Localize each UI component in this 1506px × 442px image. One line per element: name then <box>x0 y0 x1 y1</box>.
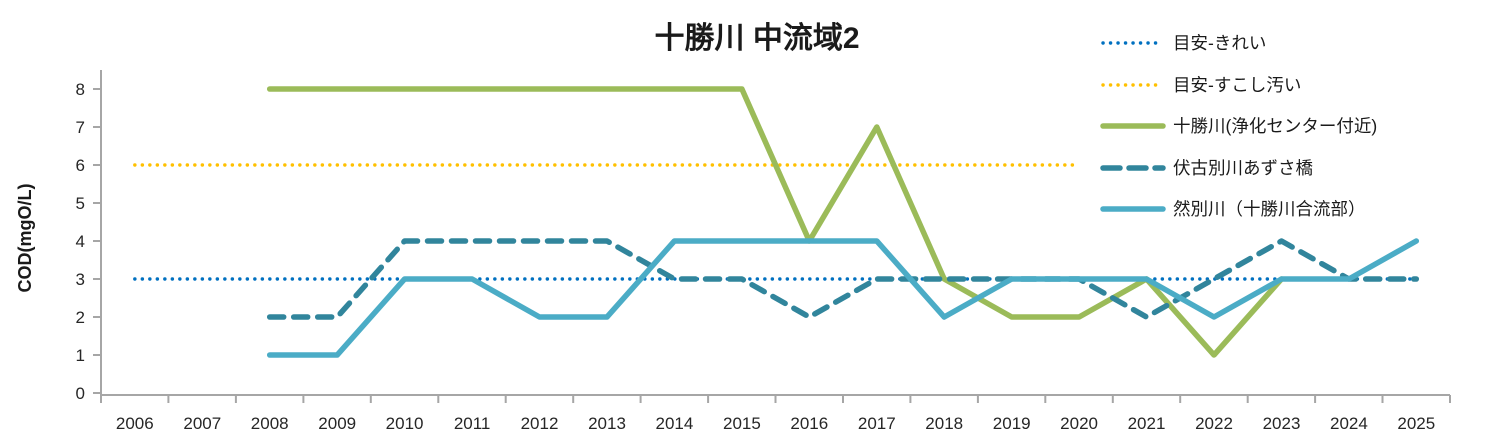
x-tick-label: 2014 <box>655 414 693 433</box>
legend-line-sample-guideline-slightly-dirty <box>1101 83 1165 87</box>
axes <box>93 70 1451 403</box>
y-tick-label: 1 <box>76 346 85 365</box>
y-tick-label: 7 <box>76 118 85 137</box>
x-tick-label: 2010 <box>386 414 424 433</box>
series-line-shikaribetsu-river <box>266 238 1420 358</box>
legend-line-sample-tokachi-river <box>1100 123 1166 129</box>
y-tick-label: 8 <box>76 80 85 99</box>
x-tick-label: 2011 <box>454 414 491 433</box>
x-tick-label: 2021 <box>1128 414 1166 433</box>
x-tick-label: 2017 <box>858 414 896 433</box>
x-tick-label: 2013 <box>588 414 626 433</box>
x-tick-label: 2018 <box>925 414 963 433</box>
x-tick-label: 2023 <box>1263 414 1301 433</box>
chart-title: 十勝川 中流域2 <box>654 22 859 55</box>
legend-line-sample-guideline-clean <box>1101 41 1165 45</box>
legend-item-shikaribetsu-river: 然別川（十勝川合流部） <box>1100 197 1366 221</box>
y-tick-label: 6 <box>76 156 85 175</box>
x-tick-label: 2022 <box>1195 414 1233 433</box>
series-line-fushikobetsu-river <box>266 238 1420 320</box>
series-lines <box>133 86 1420 358</box>
legend-line-sample-fushikobetsu-river <box>1100 165 1166 171</box>
legend-item-guideline-slightly-dirty: 目安-すこし汚い <box>1100 73 1301 97</box>
x-tick-label: 2024 <box>1330 414 1368 433</box>
x-tick-label: 2007 <box>183 414 221 433</box>
y-tick-label: 4 <box>76 232 85 251</box>
legend-label: 伏古別川あずさ橋 <box>1173 158 1313 178</box>
x-tick-label: 2015 <box>723 414 761 433</box>
legend-item-guideline-clean: 目安-きれい <box>1100 31 1266 55</box>
y-tick-label: 5 <box>76 194 85 213</box>
legend-label: 目安-すこし汚い <box>1173 75 1302 95</box>
x-tick-label: 2009 <box>318 414 356 433</box>
legend-line-sample-shikaribetsu-river <box>1100 206 1166 212</box>
x-tick-label: 2012 <box>521 414 559 433</box>
legend-item-tokachi-river: 十勝川(浄化センター付近) <box>1100 114 1377 138</box>
y-tick-label: 2 <box>76 308 85 327</box>
x-tick-label: 2019 <box>993 414 1031 433</box>
legend-item-fushikobetsu-river: 伏古別川あずさ橋 <box>1100 156 1313 180</box>
legend-label: 十勝川(浄化センター付近) <box>1173 116 1378 136</box>
y-tick-label: 3 <box>76 270 85 289</box>
x-tick-label: 2025 <box>1397 414 1435 433</box>
x-tick-label: 2020 <box>1060 414 1098 433</box>
legend-label: 然別川（十勝川合流部） <box>1173 199 1366 219</box>
legend-label: 目安-きれい <box>1173 33 1267 53</box>
x-tick-label: 2016 <box>790 414 828 433</box>
y-axis-title: COD(mgO/L) <box>15 184 35 293</box>
x-tick-label: 2008 <box>251 414 289 433</box>
y-tick-label: 0 <box>76 384 85 403</box>
x-tick-label: 2006 <box>116 414 154 433</box>
tick-labels: 2006 2007 2008 2009 2010 2011 2012 2013 2014 2015… <box>76 80 1436 433</box>
